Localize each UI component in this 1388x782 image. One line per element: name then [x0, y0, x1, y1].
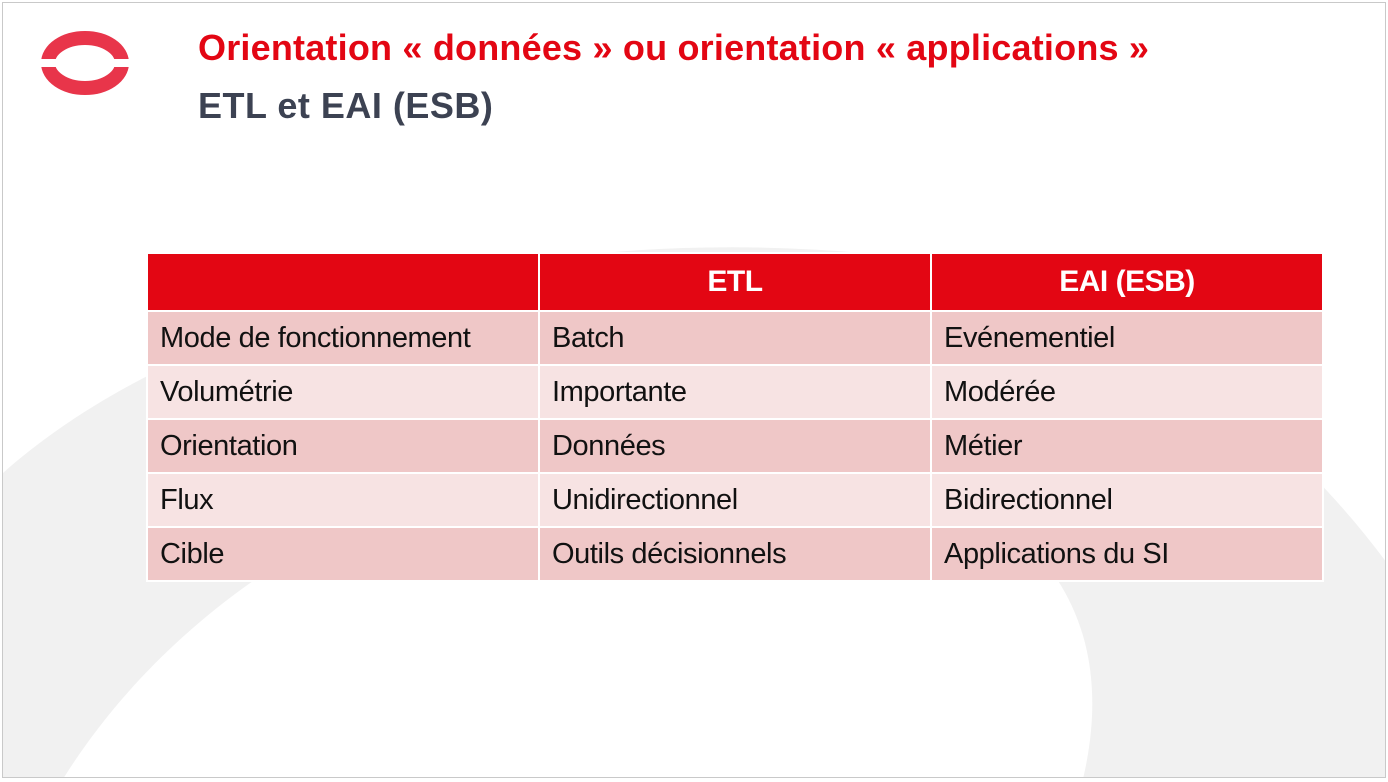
- row-label: Flux: [146, 472, 540, 528]
- eai-cell: Métier: [930, 418, 1324, 474]
- header-cell-empty: [146, 252, 540, 312]
- etl-cell: Données: [538, 418, 932, 474]
- eai-cell: Bidirectionnel: [930, 472, 1324, 528]
- row-label: Orientation: [146, 418, 540, 474]
- slide-subtitle: ETL et EAI (ESB): [198, 85, 494, 126]
- row-label: Cible: [146, 526, 540, 582]
- header-cell-eai: EAI (ESB): [930, 252, 1324, 312]
- etl-cell: Batch: [538, 310, 932, 366]
- table-row: Cible Outils décisionnels Applications d…: [146, 526, 1324, 582]
- eai-cell: Applications du SI: [930, 526, 1324, 582]
- slide-title: Orientation « données » ou orientation «…: [198, 27, 1150, 68]
- header-cell-etl: ETL: [538, 252, 932, 312]
- table-header-row: ETL EAI (ESB): [146, 252, 1324, 312]
- eai-cell: Modérée: [930, 364, 1324, 420]
- eai-cell: Evénementiel: [930, 310, 1324, 366]
- table-row: Volumétrie Importante Modérée: [146, 364, 1324, 420]
- row-label: Mode de fonctionnement: [146, 310, 540, 366]
- ring-logo-icon: [37, 31, 133, 95]
- table-row: Orientation Données Métier: [146, 418, 1324, 474]
- row-label: Volumétrie: [146, 364, 540, 420]
- etl-cell: Importante: [538, 364, 932, 420]
- comparison-table: ETL EAI (ESB) Mode de fonctionnement Bat…: [146, 252, 1324, 582]
- etl-cell: Outils décisionnels: [538, 526, 932, 582]
- table-row: Mode de fonctionnement Batch Evénementie…: [146, 310, 1324, 366]
- table-row: Flux Unidirectionnel Bidirectionnel: [146, 472, 1324, 528]
- etl-cell: Unidirectionnel: [538, 472, 932, 528]
